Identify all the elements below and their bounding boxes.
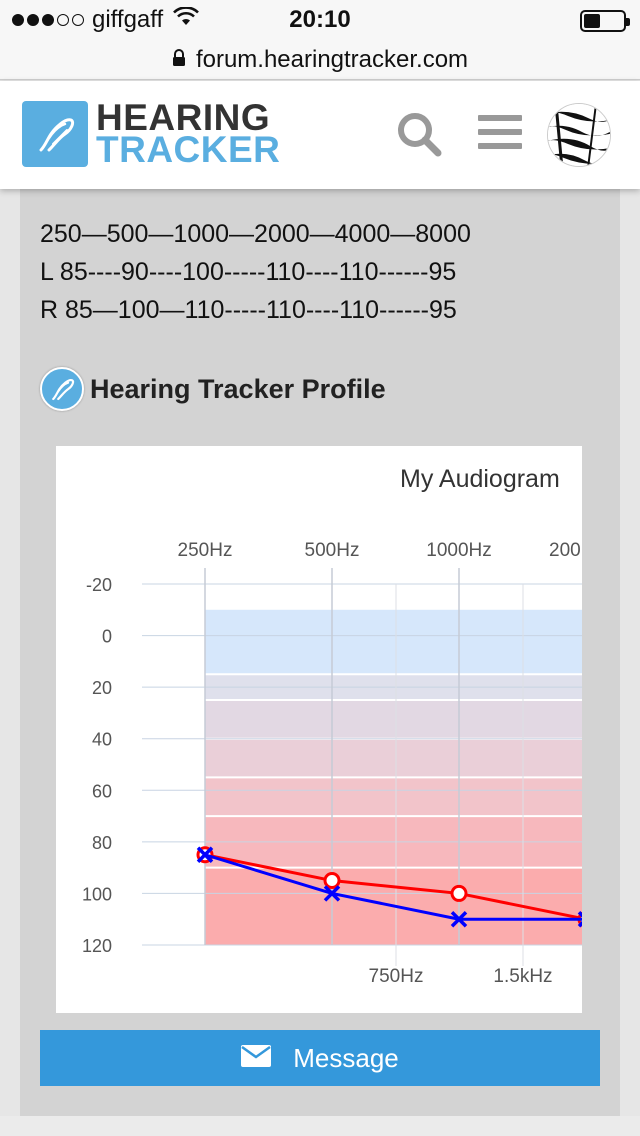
frequency-line: 250—500—1000—2000—4000—8000 — [40, 220, 471, 248]
search-icon[interactable] — [396, 111, 444, 164]
carrier-name: giffgaff — [92, 6, 164, 33]
site-header: HEARING TRACKER — [0, 81, 640, 189]
y-tick-label: 80 — [92, 833, 112, 853]
x-top-tick-label: 500Hz — [305, 540, 360, 561]
hearing-tracker-icon — [40, 367, 84, 411]
page-bottom — [0, 1116, 640, 1136]
user-avatar[interactable] — [547, 103, 611, 167]
data-point-x — [577, 910, 582, 928]
signal-strength-icon — [12, 14, 84, 26]
y-tick-label: 0 — [102, 627, 112, 647]
audiogram-chart: -20 0 20 40 60 80 100 120 My Audiogram 250Hz 500Hz… — [56, 446, 582, 1013]
clock: 20:10 — [289, 6, 351, 33]
logo-text-line2: TRACKER — [96, 129, 281, 170]
x-bottom-tick-label: 1.5kHz — [493, 966, 552, 987]
y-tick-label: 120 — [82, 936, 112, 956]
y-tick-label: 20 — [92, 678, 112, 698]
series-line — [204, 853, 582, 920]
lock-icon — [172, 46, 186, 74]
right-ear-line: R 85—100—110-----110----110------95 — [40, 296, 457, 324]
data-point-x — [323, 885, 341, 902]
profile-heading: Hearing Tracker Profile — [40, 367, 386, 411]
message-label: Message — [293, 1042, 399, 1073]
logo-text-line1: HEARING — [96, 97, 271, 138]
series-line — [204, 853, 582, 921]
data-point-circle — [323, 872, 341, 890]
x-bottom-tick-label: 750Hz — [369, 966, 424, 987]
x-top-tick-label: 250Hz — [178, 540, 233, 561]
data-point-x — [196, 846, 214, 863]
wifi-icon — [173, 6, 200, 34]
battery-icon — [580, 10, 630, 32]
message-button[interactable]: Message — [40, 1030, 600, 1086]
y-tick-label: 40 — [92, 730, 112, 750]
site-logo[interactable]: HEARING TRACKER — [22, 97, 281, 170]
data-point-x — [450, 910, 468, 928]
profile-title: Hearing Tracker Profile — [90, 373, 386, 404]
data-point-circle — [450, 884, 468, 902]
left-ear-line: L 85----90----100-----110----110------95 — [40, 258, 457, 286]
x-top-tick-label: 200 — [549, 540, 581, 561]
url-text: forum.hearingtracker.com — [195, 45, 469, 73]
x-top-tick-label: 1000Hz — [426, 540, 492, 561]
signal-area: giffgaff — [12, 6, 200, 34]
hamburger-menu-icon[interactable] — [478, 113, 522, 158]
hearing-values-text: 250—500—1000—2000—4000—8000 L 85----90---… — [40, 215, 471, 329]
hearing-band — [205, 777, 582, 817]
status-bar: giffgaff 20:10 — [0, 0, 640, 40]
y-tick-label: 100 — [82, 884, 112, 904]
ear-logo-icon — [22, 101, 88, 167]
y-tick-label: -20 — [86, 575, 112, 595]
hearing-band — [205, 738, 582, 778]
audiogram-svg: -20 0 20 40 60 80 100 120 My Audiogram 250Hz 500Hz… — [82, 465, 582, 987]
hearing-band — [205, 609, 582, 675]
post-content: 250—500—1000—2000—4000—8000 L 85----90---… — [20, 189, 620, 1116]
address-bar[interactable]: forum.hearingtracker.com — [0, 40, 640, 80]
envelope-icon — [241, 1043, 272, 1074]
y-tick-label: 60 — [92, 781, 112, 801]
chart-title: My Audiogram — [400, 465, 560, 493]
hearing-band — [205, 700, 582, 739]
